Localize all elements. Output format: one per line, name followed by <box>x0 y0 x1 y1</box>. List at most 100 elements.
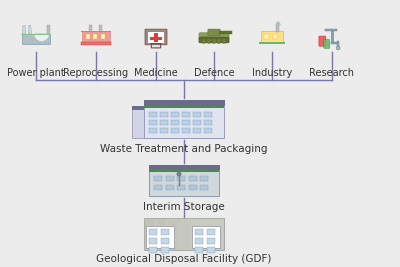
Bar <box>193 128 201 133</box>
Bar <box>160 112 168 117</box>
Bar <box>200 185 208 190</box>
Bar <box>331 30 333 42</box>
Bar <box>171 120 179 125</box>
Circle shape <box>276 21 280 25</box>
Bar <box>149 247 157 253</box>
Bar <box>177 176 185 181</box>
Bar <box>161 238 169 244</box>
Text: Power plant: Power plant <box>7 68 65 78</box>
Bar <box>261 31 283 43</box>
Bar <box>22 34 50 44</box>
Bar <box>188 176 196 181</box>
Bar <box>82 31 110 43</box>
Bar <box>144 218 224 250</box>
Bar <box>195 238 203 244</box>
Bar <box>204 112 212 117</box>
FancyBboxPatch shape <box>145 29 167 45</box>
Bar <box>204 120 212 125</box>
Polygon shape <box>34 34 49 41</box>
Circle shape <box>216 38 222 43</box>
Bar <box>160 120 168 125</box>
Bar <box>101 34 105 39</box>
Bar <box>150 37 162 40</box>
Text: Waste Treatment and Packaging: Waste Treatment and Packaging <box>100 144 268 154</box>
Bar <box>149 165 219 169</box>
Bar <box>161 229 169 235</box>
Bar <box>99 25 102 32</box>
Bar <box>188 185 196 190</box>
Bar <box>154 185 162 190</box>
Circle shape <box>206 38 212 43</box>
FancyBboxPatch shape <box>324 40 330 48</box>
Bar <box>166 185 174 190</box>
Bar <box>132 106 144 138</box>
Circle shape <box>176 171 182 176</box>
Bar <box>149 120 157 125</box>
Text: Interim Storage: Interim Storage <box>143 202 225 212</box>
Bar <box>182 128 190 133</box>
Bar <box>149 128 157 133</box>
Bar <box>180 218 191 250</box>
Bar <box>149 165 219 196</box>
Bar <box>154 176 162 181</box>
Bar <box>337 41 340 48</box>
Text: Reprocessing: Reprocessing <box>64 68 128 78</box>
Text: Defence: Defence <box>194 68 234 78</box>
FancyBboxPatch shape <box>208 29 220 36</box>
Bar <box>200 176 208 181</box>
Bar <box>144 105 224 108</box>
Bar <box>193 112 201 117</box>
Polygon shape <box>22 25 26 34</box>
Text: Research: Research <box>310 68 354 78</box>
Bar <box>149 238 157 244</box>
Bar <box>171 128 179 133</box>
Bar <box>259 42 284 44</box>
Bar <box>156 218 167 250</box>
FancyBboxPatch shape <box>319 36 326 46</box>
Bar <box>182 112 190 117</box>
Bar <box>132 106 144 110</box>
Bar <box>276 25 279 32</box>
Bar <box>160 128 168 133</box>
Bar <box>146 226 174 248</box>
Bar <box>192 226 220 248</box>
Bar <box>86 34 90 39</box>
Text: Medicine: Medicine <box>134 68 178 78</box>
Bar <box>80 42 111 45</box>
Bar <box>166 176 174 181</box>
Bar <box>80 31 111 32</box>
Circle shape <box>277 23 281 26</box>
Bar <box>161 247 169 253</box>
Bar <box>207 229 215 235</box>
Bar <box>93 34 98 39</box>
Bar <box>154 33 158 42</box>
Bar <box>207 247 215 253</box>
Bar <box>144 100 224 105</box>
Circle shape <box>276 22 279 26</box>
Bar <box>331 42 338 44</box>
Bar <box>264 34 268 39</box>
Circle shape <box>336 46 340 50</box>
Bar <box>207 238 215 244</box>
Text: Geological Disposal Facility (GDF): Geological Disposal Facility (GDF) <box>96 254 272 264</box>
Bar <box>195 247 203 253</box>
Text: Industry: Industry <box>252 68 292 78</box>
Circle shape <box>201 38 206 43</box>
Bar <box>182 120 190 125</box>
Bar <box>177 185 185 190</box>
Bar <box>168 218 179 250</box>
Bar <box>149 169 219 172</box>
Bar <box>149 112 157 117</box>
Bar <box>171 112 179 117</box>
Polygon shape <box>28 25 31 34</box>
Bar <box>149 229 157 235</box>
Bar <box>148 32 164 43</box>
Bar <box>89 25 92 32</box>
Bar <box>144 100 224 138</box>
Circle shape <box>222 38 227 43</box>
Circle shape <box>212 38 216 43</box>
FancyBboxPatch shape <box>199 33 229 42</box>
Bar <box>47 25 50 34</box>
Bar <box>204 128 212 133</box>
Bar <box>21 34 51 35</box>
